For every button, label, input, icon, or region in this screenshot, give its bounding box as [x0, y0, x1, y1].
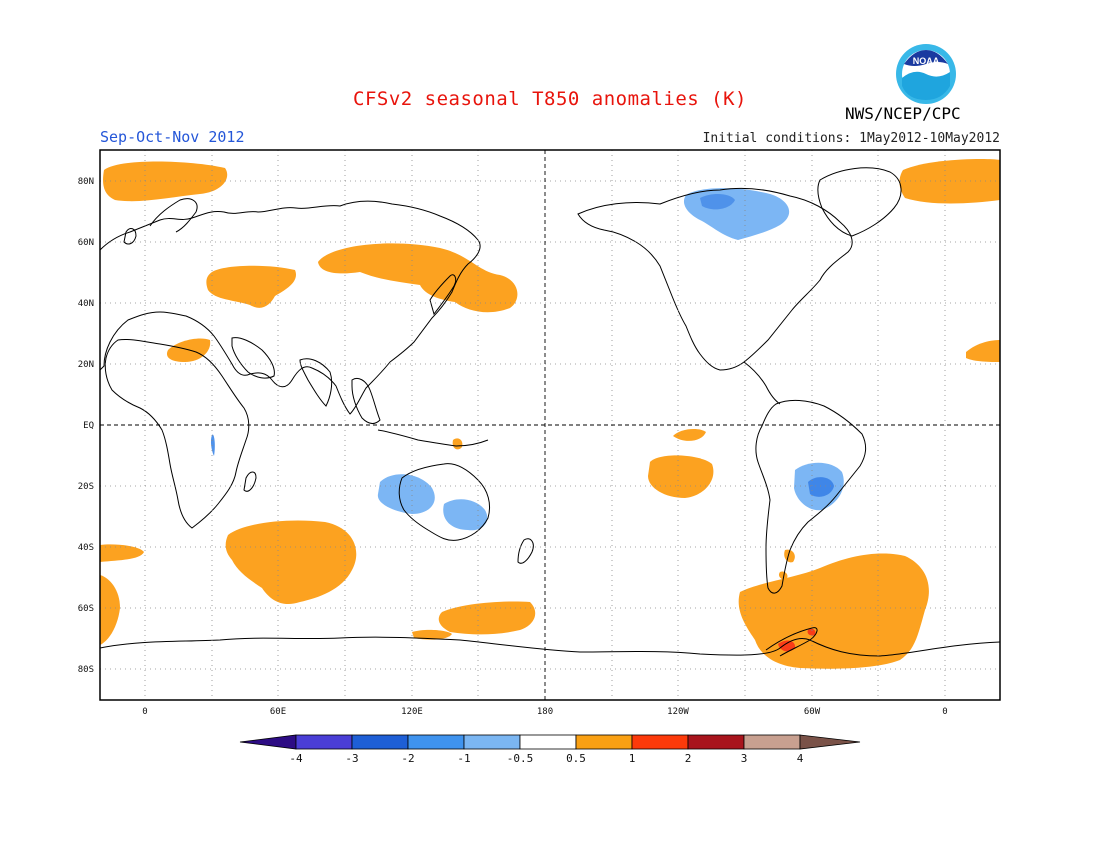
lon-label: 60W: [804, 707, 821, 717]
cool-region-northern-canada: [683, 188, 790, 240]
cool-region-brazil-inner: [808, 477, 834, 497]
lon-label: 0: [942, 707, 947, 717]
coastline-greenland: [817, 167, 902, 237]
warm-region-new-guinea: [452, 438, 463, 450]
colorbar-label: -2: [401, 752, 414, 765]
coastline-antarctica: [100, 636, 1000, 657]
lon-label: 120W: [667, 707, 689, 717]
lat-label: 40N: [78, 299, 94, 309]
warm-region-antarctic-small: [412, 629, 452, 640]
coastline-central-america: [743, 361, 781, 405]
warm-region-south-atlantic-far: [100, 575, 120, 645]
warm-region-peninsula-medium-2: [807, 628, 816, 636]
warm-region-black-sea-caspian: [206, 265, 296, 308]
cool-region-west-australia: [377, 474, 435, 514]
coastline-africa: [104, 339, 250, 529]
season-label: Sep-Oct-Nov 2012: [100, 128, 245, 146]
warm-region-drake-passage: [738, 553, 929, 669]
colorbar-swatch: [799, 734, 861, 750]
lon-label: 60E: [270, 707, 286, 717]
colorbar-label: -1: [457, 752, 470, 765]
coastline-antarctic-peninsula: [765, 627, 818, 657]
coastlines: [100, 167, 1000, 657]
colorbar-swatch: [519, 734, 577, 750]
lon-label: 180: [537, 707, 553, 717]
lon-label: 120E: [401, 707, 423, 717]
colorbar-labels: -4 -3 -2 -1 -0.5 0.5 1 2 3 4: [289, 752, 803, 765]
colorbar-swatch: [407, 734, 465, 750]
colorbar-swatch: [463, 734, 521, 750]
coastline-se-asia: [351, 377, 381, 425]
coastline-india: [299, 358, 333, 407]
coastline-south-america: [755, 399, 867, 594]
colorbar-swatch: [687, 734, 745, 750]
cool-region-northern-canada-inner: [700, 194, 735, 210]
coastline-eurasia: [100, 200, 481, 415]
lat-label: 80N: [78, 177, 94, 187]
colorbar-label: 2: [685, 752, 692, 765]
coastline-arabia: [231, 337, 275, 379]
anomaly-shading: [100, 159, 1000, 669]
coastline-japan: [429, 274, 457, 316]
lat-label: 60S: [78, 604, 94, 614]
coastline-new-zealand: [517, 538, 534, 564]
colorbar-label: -0.5: [507, 752, 534, 765]
colorbar-swatch: [239, 734, 297, 750]
coastline-uk: [123, 228, 137, 245]
colorbar-label: 4: [797, 752, 804, 765]
colorbar: [239, 734, 861, 750]
chart-title: CFSv2 seasonal T850 anomalies (K): [353, 88, 747, 110]
lat-label: EQ: [83, 421, 94, 431]
warm-region-peninsula-medium: [778, 640, 796, 652]
lat-label: 20N: [78, 360, 94, 370]
colorbar-label: 0.5: [566, 752, 586, 765]
latitude-labels: 80N 60N 40N 20N EQ 20S 40S 60S 80S: [78, 177, 94, 675]
warm-region-arctic-atlantic: [899, 159, 1000, 204]
warm-region-patagonia-small: [778, 571, 788, 580]
colorbar-label: -3: [345, 752, 358, 765]
colorbar-swatch: [295, 734, 353, 750]
lat-label: 40S: [78, 543, 94, 553]
initial-conditions-label: Initial conditions: 1May2012-10May2012: [702, 131, 1000, 146]
colorbar-swatch: [743, 734, 801, 750]
colorbar-swatch: [631, 734, 689, 750]
map-frame: [99, 149, 1001, 701]
logo-text: NOAA: [913, 56, 940, 66]
colorbar-label: 1: [629, 752, 636, 765]
coastline-madagascar: [243, 471, 257, 492]
lat-label: 20S: [78, 482, 94, 492]
colorbar-swatch: [351, 734, 409, 750]
colorbar-label: 3: [741, 752, 748, 765]
coastline-scandinavia: [149, 198, 198, 233]
noaa-logo-icon: NOAA: [896, 44, 956, 104]
warm-region-east-pacific-eq: [673, 428, 706, 441]
warm-region-central-asia: [318, 243, 518, 313]
coastline-australia: [398, 463, 491, 541]
cool-region-africa-small: [210, 434, 215, 456]
warm-region-caribbean-east: [966, 340, 1000, 362]
warm-region-east-pacific-south: [648, 455, 714, 498]
longitude-labels: 0 60E 120E 180 120W 60W 0: [142, 707, 947, 717]
coastline-north-america: [577, 187, 853, 371]
coastline-indonesia: [377, 429, 489, 447]
reference-lines: [100, 150, 1000, 700]
lat-label: 60N: [78, 238, 94, 248]
warm-region-southern-ocean-australia: [438, 601, 536, 635]
warm-region-south-indian-ocean: [225, 520, 357, 605]
colorbar-swatch: [575, 734, 633, 750]
warm-region-south-atlantic-west: [100, 544, 144, 562]
lon-label: 0: [142, 707, 147, 717]
cool-region-east-australia: [443, 499, 488, 531]
lat-label: 80S: [78, 665, 94, 675]
colorbar-label: -4: [289, 752, 303, 765]
agency-label: NWS/NCEP/CPC: [845, 104, 961, 123]
